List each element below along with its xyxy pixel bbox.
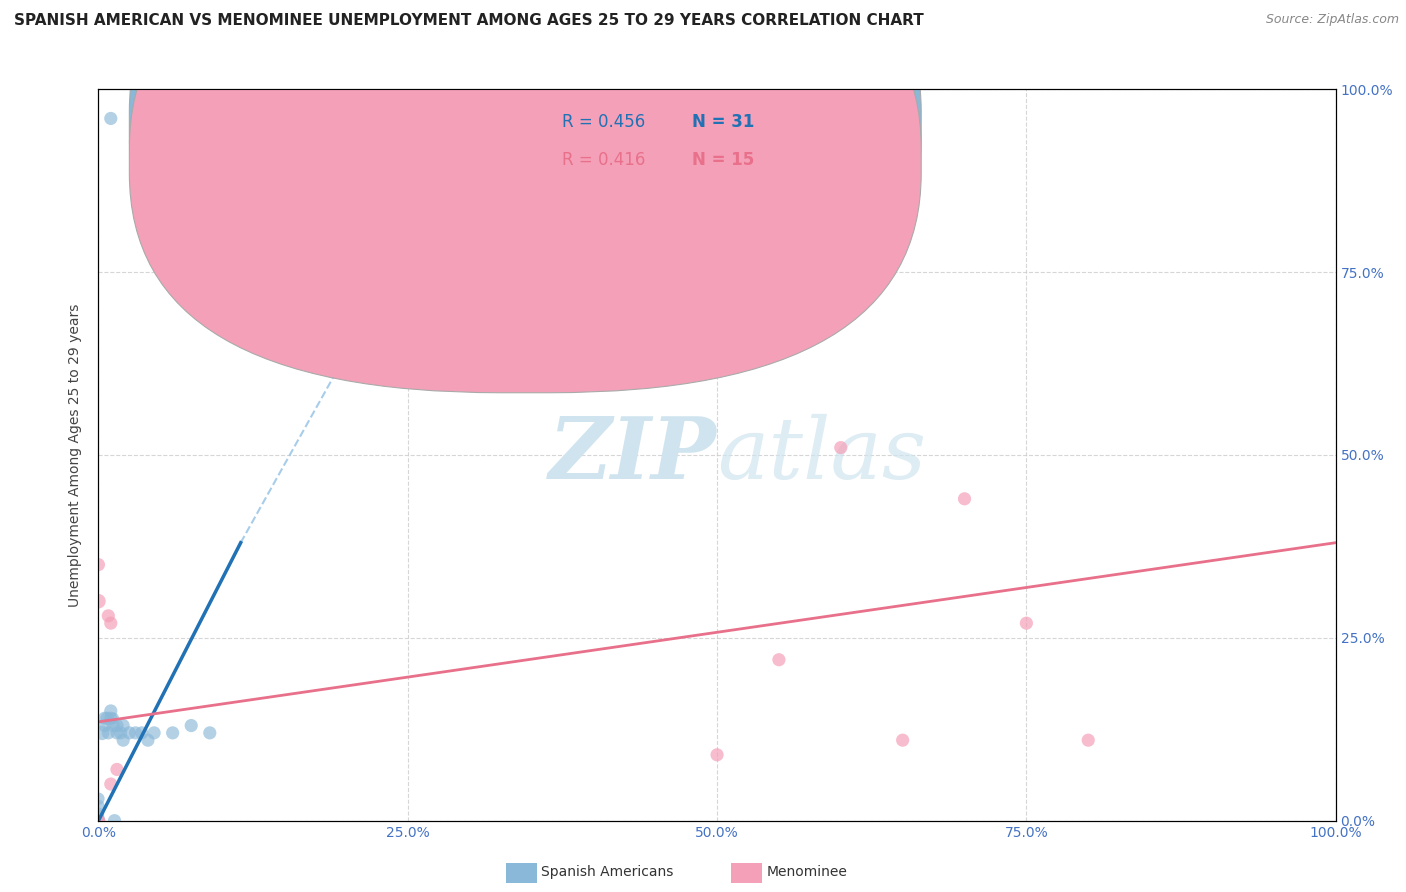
Point	[143, 726, 166, 740]
Point	[87, 799, 110, 814]
Text: N = 31: N = 31	[692, 113, 755, 131]
Point	[162, 726, 184, 740]
Y-axis label: Unemployment Among Ages 25 to 29 years: Unemployment Among Ages 25 to 29 years	[69, 303, 83, 607]
Text: Menominee: Menominee	[766, 865, 848, 880]
Point	[87, 814, 110, 828]
Point	[100, 704, 122, 718]
Point	[706, 747, 728, 762]
Text: Spanish Americans: Spanish Americans	[541, 865, 673, 880]
Point	[87, 594, 110, 608]
Point	[87, 814, 110, 828]
Point	[103, 814, 125, 828]
Point	[103, 711, 125, 725]
Point	[891, 733, 914, 747]
Point	[100, 777, 122, 791]
Point	[91, 726, 114, 740]
Point	[105, 763, 128, 777]
Point	[1015, 616, 1038, 631]
Text: N = 15: N = 15	[692, 151, 755, 169]
Point	[118, 726, 141, 740]
Point	[105, 718, 128, 732]
Text: Source: ZipAtlas.com: Source: ZipAtlas.com	[1265, 13, 1399, 27]
Point	[112, 718, 135, 732]
Point	[180, 718, 202, 732]
FancyBboxPatch shape	[723, 858, 770, 888]
Point	[110, 726, 132, 740]
Point	[97, 608, 120, 623]
Point	[93, 711, 115, 725]
Point	[97, 726, 120, 740]
Point	[112, 733, 135, 747]
FancyBboxPatch shape	[129, 0, 921, 356]
Point	[105, 726, 128, 740]
Point	[1077, 733, 1099, 747]
Point	[198, 726, 221, 740]
Point	[96, 711, 118, 725]
Point	[953, 491, 976, 506]
Point	[100, 616, 122, 631]
Text: SPANISH AMERICAN VS MENOMINEE UNEMPLOYMENT AMONG AGES 25 TO 29 YEARS CORRELATION: SPANISH AMERICAN VS MENOMINEE UNEMPLOYME…	[14, 13, 924, 29]
Point	[87, 791, 110, 805]
FancyBboxPatch shape	[129, 0, 921, 392]
FancyBboxPatch shape	[488, 103, 797, 185]
Point	[87, 806, 110, 821]
Point	[87, 814, 110, 828]
Point	[131, 726, 153, 740]
Point	[136, 733, 159, 747]
Point	[87, 814, 110, 828]
Point	[87, 810, 110, 824]
Point	[100, 711, 122, 725]
Text: R = 0.456: R = 0.456	[562, 113, 645, 131]
Point	[93, 718, 115, 732]
Text: atlas: atlas	[717, 414, 927, 496]
Point	[124, 726, 146, 740]
FancyBboxPatch shape	[498, 858, 546, 888]
Point	[830, 441, 852, 455]
Point	[87, 814, 110, 828]
Point	[103, 718, 125, 732]
Point	[100, 112, 122, 126]
Point	[87, 558, 110, 572]
Point	[768, 653, 790, 667]
Text: R = 0.416: R = 0.416	[562, 151, 645, 169]
Text: ZIP: ZIP	[550, 413, 717, 497]
